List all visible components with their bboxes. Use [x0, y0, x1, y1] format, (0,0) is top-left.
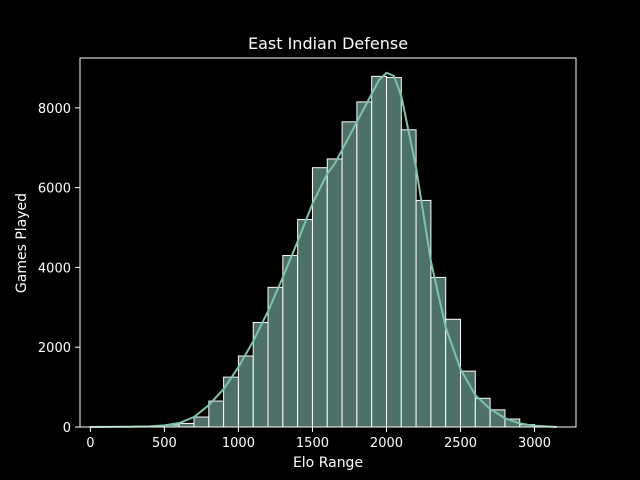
histogram-bar [460, 370, 476, 428]
y-tick-label: 0 [63, 421, 71, 436]
histogram-bar [400, 129, 417, 428]
histogram-bar [341, 121, 358, 428]
chart-title: East Indian Defense [248, 34, 408, 53]
histogram-bar [208, 400, 225, 428]
x-axis-label: Elo Range [293, 455, 363, 471]
y-axis-label: Games Played [14, 193, 30, 293]
x-tick-label: 1000 [222, 436, 255, 451]
histogram-bar [356, 101, 373, 428]
kde-curve [90, 71, 557, 428]
histogram-bar [178, 422, 195, 428]
plot-frame [79, 57, 577, 428]
x-axis-ticks: 0 500 1000 1500 2000 2500 3000 [86, 427, 551, 451]
x-tick-label: 1500 [296, 436, 329, 451]
histogram-bar [326, 158, 343, 428]
bar-series [104, 75, 550, 428]
x-tick-label: 2000 [370, 436, 403, 451]
y-tick-label: 8000 [38, 102, 71, 117]
x-tick-label: 2500 [444, 436, 477, 451]
histogram-bar [297, 219, 313, 428]
histogram-bar [311, 167, 328, 428]
y-tick-label: 6000 [38, 182, 71, 197]
y-tick-label: 4000 [38, 261, 71, 276]
x-tick-label: 0 [86, 436, 94, 451]
histogram-bar [489, 409, 506, 428]
histogram-bar [430, 276, 447, 428]
histogram-bar [385, 77, 402, 428]
histogram-bar [282, 254, 299, 428]
x-tick-label: 500 [152, 436, 177, 451]
x-tick-label: 3000 [518, 436, 551, 451]
y-axis-ticks: 0 2000 4000 6000 8000 [38, 102, 80, 436]
histogram-bar [237, 355, 254, 428]
histogram-bar [371, 75, 387, 428]
y-tick-label: 2000 [38, 341, 71, 356]
histogram-bar [415, 199, 432, 428]
histogram-bar [193, 416, 210, 428]
